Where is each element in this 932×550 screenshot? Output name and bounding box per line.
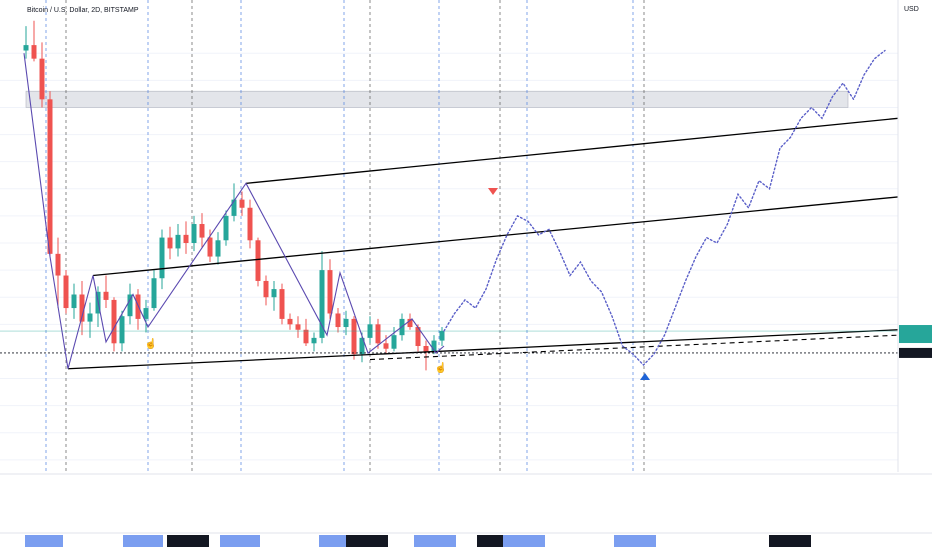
resistance-zone [25, 90, 849, 108]
candle-body [359, 337, 365, 355]
candle-body [111, 299, 117, 344]
candle-body [199, 224, 205, 238]
price-axis[interactable] [897, 0, 932, 472]
candle-body [431, 340, 437, 352]
candle-body [351, 318, 357, 355]
candle-body [87, 313, 93, 322]
candle-body [167, 237, 173, 249]
candle-body [239, 199, 245, 208]
candle-body [23, 45, 29, 51]
candle-body [415, 327, 421, 347]
candle-body [295, 324, 301, 330]
candle-body [263, 280, 269, 298]
channel-mid [92, 196, 899, 277]
candle-body [79, 294, 85, 322]
candle-body [151, 278, 157, 309]
candle-body [231, 199, 237, 216]
current-price-tag [899, 325, 932, 344]
candle-body [327, 270, 333, 314]
time-label-tag [167, 535, 209, 547]
candle-body [439, 331, 445, 341]
sell-arrow-marker [488, 188, 498, 195]
candle-body [55, 253, 61, 276]
candle-body [423, 346, 429, 352]
projection-line [443, 49, 886, 367]
annotations: ☝☝ [145, 188, 650, 380]
time-label-tag [769, 535, 811, 547]
candle-body [287, 318, 293, 325]
candle-body [215, 240, 221, 257]
candles [23, 20, 445, 371]
candle-body [39, 58, 45, 100]
candle-body [279, 289, 285, 319]
candle-body [303, 329, 309, 344]
candle-body [63, 275, 69, 309]
time-label-tag [477, 535, 503, 547]
time-label-tag [25, 535, 63, 547]
candle-body [119, 316, 125, 344]
support-trend-dashed [369, 334, 899, 361]
candle-body [183, 234, 189, 243]
time-label-tag [614, 535, 656, 547]
candle-body [71, 294, 77, 309]
candle-body [319, 270, 325, 338]
time-axis[interactable] [0, 532, 932, 547]
candle-body [223, 215, 229, 241]
currency-label: USD [904, 6, 919, 13]
candle-body [311, 337, 317, 344]
candle-body [175, 234, 181, 249]
support-price-tag [899, 347, 932, 358]
time-label-tag [220, 535, 260, 547]
channel-upper [245, 117, 899, 185]
projection-path [443, 49, 886, 367]
channel-lower [67, 329, 899, 370]
symbol-title: Bitcoin / U.S. Dollar, 2D, BITSTAMP [27, 7, 139, 14]
resistance-zone-box [25, 90, 849, 108]
candle-body [343, 318, 349, 328]
candle-body [143, 308, 149, 319]
candle-body [255, 240, 261, 281]
candle-body [31, 45, 37, 59]
candle-body [375, 324, 381, 344]
time-label-tag [414, 535, 456, 547]
candle-body [207, 237, 213, 257]
hand-icon: ☝ [145, 337, 157, 350]
time-label-tag [346, 535, 388, 547]
candle-body [47, 99, 53, 254]
candle-body [127, 294, 133, 317]
candle-body [247, 207, 253, 241]
candle-body [191, 224, 197, 243]
candle-body [407, 318, 413, 328]
candle-body [335, 313, 341, 328]
candle-body [391, 335, 397, 349]
time-label-tag [123, 535, 163, 547]
candle-body [103, 291, 109, 300]
candle-body [271, 289, 277, 298]
hand-icon: ☝ [435, 361, 447, 374]
trend-lines [0, 53, 899, 370]
candle-body [159, 237, 165, 279]
wyckoff-path [23, 53, 445, 369]
buy-arrow-marker [640, 373, 650, 380]
candle-body [135, 294, 141, 319]
candle-body [383, 343, 389, 349]
time-label-tag [503, 535, 545, 547]
